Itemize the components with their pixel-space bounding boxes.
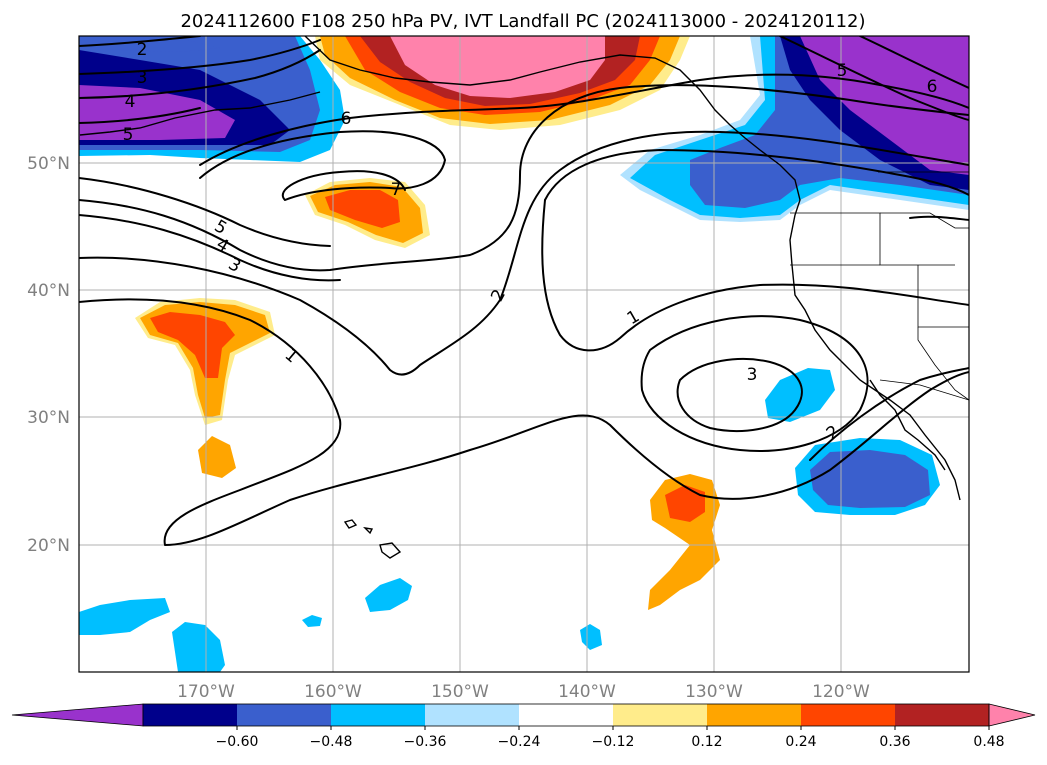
colorbar-tick-label: 0.48 — [973, 734, 1004, 750]
colorbar-swatch — [143, 704, 238, 726]
anomaly-positive-central-3 — [325, 190, 400, 228]
colorbar-tick-label: −0.24 — [498, 734, 541, 750]
contour-label: 6 — [927, 77, 938, 97]
contour-label: 5 — [837, 61, 848, 81]
map-panel: 1 2 3 4 5 6 7 2 3 4 5 6 1 2 3 5 — [78, 35, 970, 673]
lat-label: 20°N — [27, 536, 70, 556]
colorbar-swatch — [331, 704, 426, 726]
contour-label: 7 — [391, 180, 402, 200]
state-borders — [790, 171, 969, 401]
anomaly-negative-south-4 — [302, 615, 322, 627]
anomaly-negative-south-1 — [79, 598, 170, 635]
map-frame — [78, 35, 970, 673]
lat-label: 50°N — [27, 154, 70, 174]
lon-label: 140°W — [558, 682, 616, 702]
colorbar-extend-low — [11, 703, 144, 727]
lon-label: 170°W — [177, 682, 235, 702]
pv-contours — [79, 36, 969, 546]
anomaly-negative-se-2 — [810, 450, 930, 508]
lon-label: 130°W — [685, 682, 743, 702]
map-title: 2024112600 F108 250 hPa PV, IVT Landfall… — [180, 11, 865, 32]
anomaly-negative-south-5 — [580, 624, 602, 650]
colorbar-tick-label: −0.60 — [216, 734, 259, 750]
colorbar-tick-label: −0.48 — [310, 734, 353, 750]
contour-label: 4 — [125, 92, 136, 112]
anomaly-positive-west-small — [198, 436, 236, 478]
anomaly-negative-south-3 — [365, 578, 412, 612]
anomaly-negative-nw-band — [79, 36, 220, 52]
contour-label: 2 — [137, 40, 148, 60]
colorbar-tick-label: 0.12 — [691, 734, 722, 750]
longitude-labels: 170°W 160°W 150°W 140°W 130°W 120°W — [177, 682, 870, 702]
latitude-labels: 50°N 40°N 30°N 20°N — [27, 154, 70, 556]
contour-label: 5 — [123, 125, 134, 145]
anomaly-positive-sub-core — [665, 485, 705, 522]
colorbar-swatch — [707, 704, 802, 726]
anomaly-negative-se-small — [765, 368, 835, 422]
colorbar-swatch — [237, 704, 332, 726]
lon-label: 150°W — [431, 682, 489, 702]
colorbar-tick-label: 0.36 — [879, 734, 910, 750]
colorbar-swatch — [801, 704, 896, 726]
colorbar-swatch — [613, 704, 708, 726]
lat-label: 40°N — [27, 281, 70, 301]
colorbar-tick-label: 0.24 — [785, 734, 816, 750]
colorbar-swatch — [895, 704, 990, 726]
coastlines — [79, 36, 961, 559]
colorbar-tick-label: −0.12 — [592, 734, 635, 750]
colorbar-swatch — [425, 704, 520, 726]
lon-label: 160°W — [304, 682, 362, 702]
lat-label: 30°N — [27, 408, 70, 428]
colorbar-extend-high — [988, 703, 1036, 727]
colorbar-swatch — [519, 704, 614, 726]
anomaly-positive-west-3 — [150, 312, 235, 378]
contour-label: 3 — [747, 365, 758, 385]
contour-label: 3 — [137, 68, 148, 88]
colorbar-frame — [142, 703, 990, 727]
anomaly-negative-south-2 — [172, 622, 225, 672]
colorbar: −0.60 −0.48 −0.36 −0.24 −0.12 0.12 0.24 0.36 0.4… — [11, 703, 1036, 750]
contour-label: 6 — [341, 109, 352, 129]
lon-label: 120°W — [812, 682, 870, 702]
anomaly-negative-nw-core — [79, 85, 235, 140]
colorbar-tick-label: −0.36 — [404, 734, 447, 750]
gridlines — [79, 36, 969, 672]
